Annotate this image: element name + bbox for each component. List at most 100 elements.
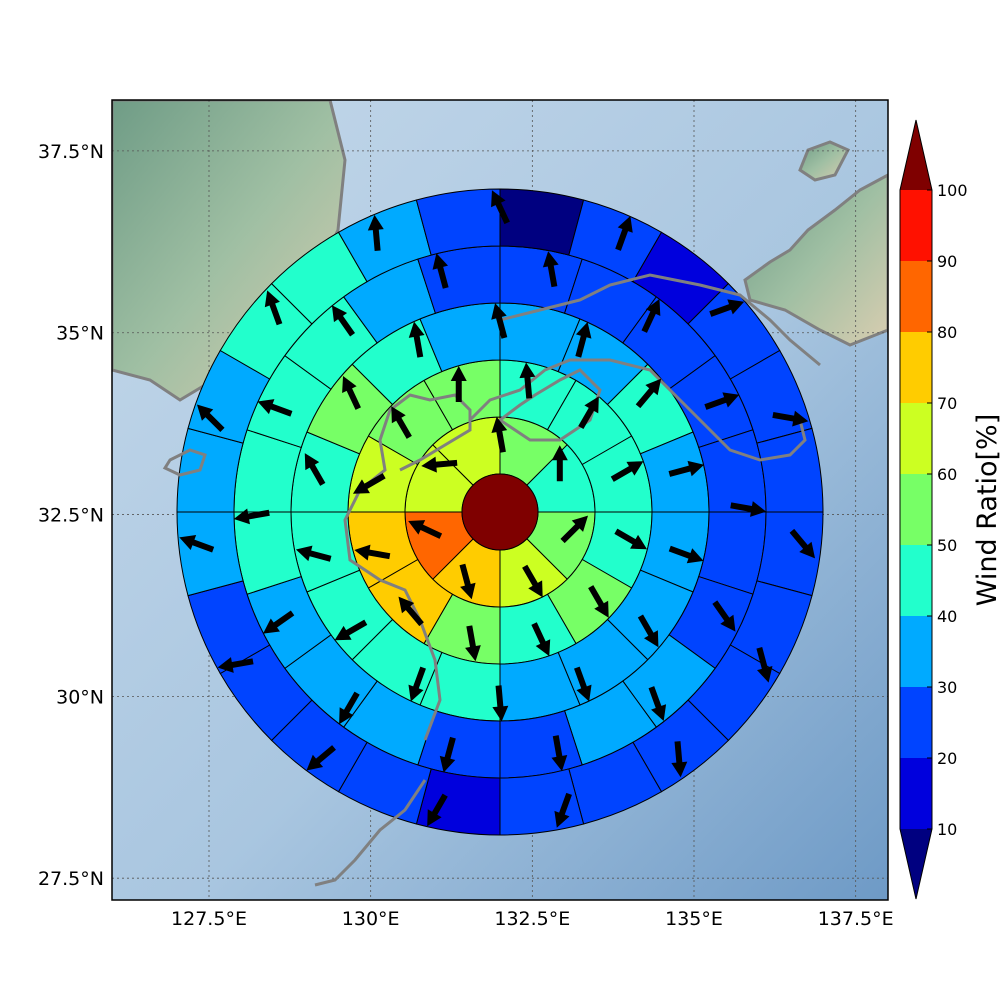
wind-arrow-3-3 — [730, 501, 767, 517]
sector-ring-4-17 — [176, 511, 244, 597]
wind-arrow-1-0 — [519, 362, 536, 399]
colorbar-segment-8 — [900, 190, 932, 261]
wind-arrow-3-4 — [712, 600, 736, 632]
wind-arrow-1-3 — [614, 528, 648, 550]
japan-landmass — [743, 173, 888, 347]
wind-arrow-4-11 — [179, 534, 215, 553]
colorbar-segment-4 — [900, 474, 932, 545]
colorbar-tick-label-1: 20 — [937, 749, 957, 768]
colorbar-tick-label-9: 100 — [937, 181, 968, 200]
wind-arrow-2-8 — [408, 666, 426, 702]
wind-arrow-4-7 — [554, 792, 572, 828]
wind-arrow-1-7 — [398, 596, 424, 627]
lon-tick-label-3: 135°E — [665, 908, 723, 930]
lat-tick-label-4: 27.5°N — [38, 868, 104, 890]
colorbar-segment-7 — [900, 261, 932, 332]
wind-arrow-2-3 — [668, 460, 705, 477]
wind-arrow-4-5 — [756, 647, 773, 683]
wind-arrow-4-0 — [491, 190, 510, 225]
lon-tick-label-2: 132.5°E — [494, 908, 570, 930]
wind-arrow-2-9 — [334, 619, 368, 641]
axis-tick-labels: 37.5°N 35°N 32.5°N 30°N 27.5°N 127.5°E 130°E 13… — [38, 141, 894, 930]
lat-tick-label-2: 32.5°N — [38, 505, 104, 527]
colorbar-tick-label-8: 90 — [937, 252, 957, 271]
colorbar: 10 20 30 40 50 60 70 80 90 100 Wind Ratio[%] — [899, 119, 1000, 900]
wind-arrow-1-6 — [465, 625, 481, 662]
wind-arrow-1-4 — [588, 585, 609, 618]
lon-tick-label-0: 127.5°E — [171, 908, 247, 930]
wind-arrow-1-1 — [578, 396, 599, 430]
colorbar-segment-6 — [900, 332, 932, 403]
shikoku-coastline — [497, 368, 602, 442]
wind-arrows — [179, 190, 816, 828]
wind-arrow-3-10 — [233, 508, 270, 525]
lon-tick-label-4: 137.5°E — [818, 908, 894, 930]
colorbar-label: Wind Ratio[%] — [972, 414, 1000, 606]
wind-arrow-0-4 — [459, 563, 476, 600]
wind-arrow-3-13 — [432, 253, 449, 289]
wind-arrow-1-10 — [391, 406, 412, 439]
wind-arrow-4-1 — [615, 215, 633, 251]
colorbar-tick-label-2: 30 — [937, 678, 957, 697]
wind-arrow-3-6 — [551, 735, 568, 772]
wind-arrow-4-3 — [772, 410, 809, 427]
wind-arrow-1-2 — [610, 461, 644, 482]
japan-north-landmass — [798, 140, 851, 182]
wind-arrow-1-8 — [354, 544, 391, 561]
wind-arrow-2-2 — [635, 378, 662, 409]
wind-arrow-3-2 — [704, 392, 740, 410]
wind-arrow-2-7 — [492, 685, 509, 722]
wind-arrow-3-11 — [257, 399, 293, 417]
wind-arrow-3-12 — [331, 305, 356, 337]
colorbar-over-triangle — [900, 120, 932, 190]
colorbar-under-triangle — [900, 829, 932, 899]
wind-arrow-1-11 — [450, 366, 467, 403]
wind-arrow-2-5 — [637, 614, 659, 648]
wind-arrow-4-4 — [789, 528, 816, 559]
wind-arrow-4-9 — [306, 745, 336, 771]
wind-arrow-2-13 — [408, 321, 425, 358]
wind-arrow-4-8 — [427, 793, 448, 827]
wind-arrow-2-4 — [668, 545, 704, 564]
wind-arrow-3-0 — [542, 251, 559, 288]
wind-arrow-4-6 — [671, 741, 688, 778]
wind-arrow-4-2 — [709, 299, 745, 317]
wind-arrow-0-0 — [491, 416, 508, 453]
wind-arrow-0-2 — [560, 515, 589, 544]
map-frame — [111, 99, 889, 901]
wind-arrow-2-6 — [574, 666, 592, 702]
colorbar-tick-label-4: 50 — [937, 536, 957, 555]
sector-rings — [176, 188, 824, 836]
wind-arrow-0-1 — [551, 445, 568, 482]
korea-coastline — [162, 448, 207, 477]
wind-arrow-4-13 — [264, 290, 283, 326]
wind-arrow-0-6 — [421, 456, 458, 473]
colorbar-tick-label-3: 40 — [937, 607, 957, 626]
wind-arrow-1-5 — [531, 622, 551, 657]
lat-tick-label-1: 35°N — [56, 323, 104, 345]
colorbar-segment-1 — [900, 687, 932, 758]
wind-arrow-3-7 — [439, 736, 456, 773]
colorbar-segment-0 — [900, 758, 932, 829]
wind-arrow-3-9 — [263, 610, 295, 634]
wind-arrow-3-1 — [641, 298, 661, 333]
colorbar-segment-3 — [900, 545, 932, 616]
wind-arrow-1-9 — [352, 473, 386, 494]
colorbar-tick-label-5: 60 — [937, 465, 957, 484]
wind-arrow-2-12 — [342, 376, 361, 410]
wind-arrow-2-11 — [304, 453, 326, 486]
wind-arrow-2-1 — [575, 322, 592, 358]
wind-arrow-4-12 — [196, 404, 225, 433]
colorbar-tick-label-0: 10 — [937, 820, 957, 839]
wind-arrow-0-3 — [522, 564, 543, 598]
colorbar-segment-2 — [900, 616, 932, 687]
lon-tick-label-1: 130°E — [342, 908, 400, 930]
sector-ring-4-11 — [499, 768, 585, 836]
colorbar-tick-label-7: 80 — [937, 323, 957, 342]
wind-arrow-4-14 — [367, 214, 384, 252]
wind-arrow-2-10 — [295, 545, 332, 562]
center-sector — [461, 473, 539, 551]
wind-arrow-0-5 — [408, 520, 443, 539]
colorbar-tick-label-6: 70 — [937, 394, 957, 413]
